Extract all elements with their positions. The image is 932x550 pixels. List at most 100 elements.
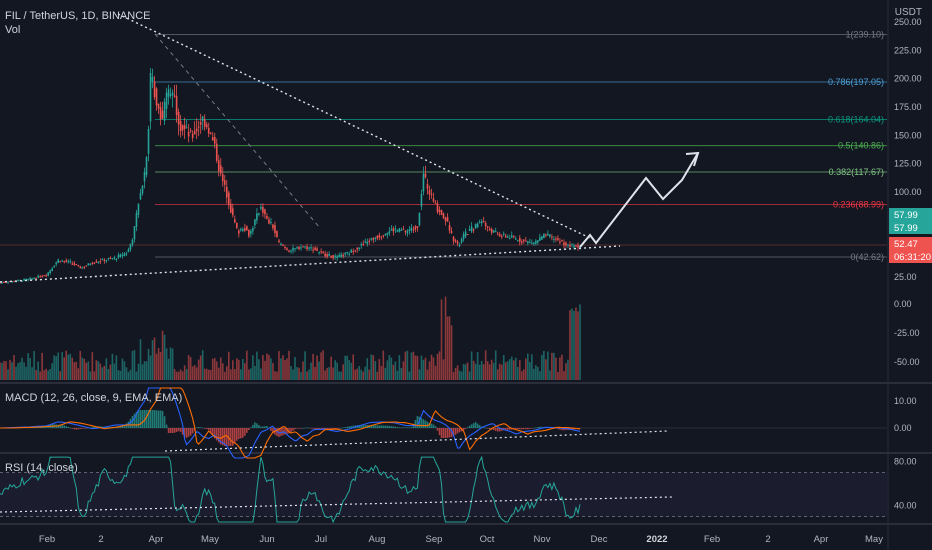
macd-histogram-bar <box>488 428 491 430</box>
candle-body <box>49 270 51 274</box>
volume-bar <box>258 359 260 380</box>
candle-body <box>65 260 68 262</box>
volume-bar <box>39 371 41 380</box>
candle-body <box>294 248 296 250</box>
macd-histogram-bar <box>161 410 164 428</box>
volume-bar <box>434 365 437 380</box>
macd-histogram-bar <box>414 420 417 428</box>
candle-body <box>442 213 445 219</box>
time-tick-label: 2022 <box>646 534 667 545</box>
volume-bar <box>53 355 55 380</box>
candle-body <box>559 241 561 243</box>
symbol-title[interactable]: FIL / TetherUS, 1D, BINANCE <box>5 10 151 22</box>
volume-bar <box>436 353 439 380</box>
candle-body <box>113 257 116 259</box>
volume-bar <box>55 356 57 380</box>
candle-body <box>460 239 463 243</box>
macd-histogram-bar <box>234 428 236 444</box>
volume-bar <box>51 363 53 380</box>
candle-body <box>376 235 379 239</box>
macd-histogram-bar <box>378 425 381 428</box>
volume-bar <box>145 361 148 380</box>
rsi-label[interactable]: RSI (14, close) <box>5 462 78 474</box>
candle-body <box>219 165 222 174</box>
volume-bar <box>444 296 447 380</box>
volume-bar <box>476 352 479 380</box>
macd-histogram-bar <box>376 425 379 428</box>
candle-body <box>422 173 425 192</box>
volume-bar <box>163 334 166 380</box>
volume-bar <box>139 339 142 380</box>
macd-histogram-bar <box>506 428 509 430</box>
candle-body <box>7 282 9 284</box>
macd-histogram-bar <box>223 428 226 446</box>
macd-histogram-bar <box>197 427 200 428</box>
fib-anchor-line <box>154 33 321 229</box>
volume-bar <box>183 365 186 380</box>
macd-histogram-bar <box>338 428 340 429</box>
macd-histogram-bar <box>434 426 437 428</box>
macd-histogram-bar <box>557 428 559 430</box>
macd-histogram-bar <box>537 427 539 428</box>
candle-body <box>242 228 244 231</box>
volume-bar <box>514 357 517 380</box>
candle-body <box>372 237 375 240</box>
price-tick-label: 175.00 <box>894 102 922 112</box>
volume-bar <box>328 367 330 380</box>
volume-bar <box>107 369 110 380</box>
volume-bar <box>374 360 377 380</box>
macd-histogram-bar <box>474 422 477 428</box>
downtrend-line <box>117 13 591 239</box>
candle-body <box>35 278 37 280</box>
candle-body <box>181 125 184 131</box>
volume-bar <box>7 369 9 380</box>
volume-bar <box>535 365 537 380</box>
volume-bar <box>268 354 270 380</box>
volume-bar <box>545 359 547 380</box>
candle-body <box>420 193 423 207</box>
candle-body <box>350 249 353 253</box>
macd-histogram-bar <box>400 427 403 429</box>
candle-body <box>87 263 90 266</box>
volume-bar <box>442 359 445 380</box>
volume-bar <box>199 355 202 380</box>
candle-body <box>370 238 373 240</box>
candle-body <box>326 254 328 257</box>
volume-bar <box>324 370 326 380</box>
volume-bar <box>236 358 238 380</box>
volume-bar <box>304 351 306 380</box>
macd-histogram-bar <box>155 410 158 428</box>
candle-body <box>490 228 493 233</box>
candle-body <box>21 280 23 282</box>
macd-histogram-bar <box>59 424 62 428</box>
candle-body <box>396 229 399 232</box>
volume-bar <box>195 367 198 380</box>
candle-body <box>296 247 298 249</box>
volume-bar <box>266 353 268 380</box>
volume-bar <box>223 371 226 380</box>
volume-bar <box>312 353 314 380</box>
candle-body <box>61 260 64 262</box>
macd-histogram-bar <box>65 426 68 428</box>
candle-body <box>280 243 282 245</box>
candle-body <box>464 231 467 237</box>
volume-bar <box>89 371 92 380</box>
candle-body <box>57 259 60 263</box>
macd-histogram-bar <box>386 425 389 428</box>
macd-label[interactable]: MACD (12, 26, close, 9, EMA, EMA) <box>5 392 183 404</box>
macd-histogram-bar <box>476 423 479 428</box>
volume-bar <box>31 367 33 380</box>
volume-bar <box>450 325 453 380</box>
volume-bar <box>250 368 252 380</box>
candle-body <box>205 124 208 128</box>
candle-body <box>101 258 104 260</box>
candle-body <box>105 260 108 262</box>
macd-histogram-bar <box>63 425 66 428</box>
candle-body <box>302 246 304 248</box>
volume-bar <box>27 353 29 380</box>
macd-histogram-bar <box>472 423 475 428</box>
candle-body <box>37 275 39 278</box>
macd-histogram-bar <box>336 428 338 429</box>
candle-body <box>270 221 272 223</box>
